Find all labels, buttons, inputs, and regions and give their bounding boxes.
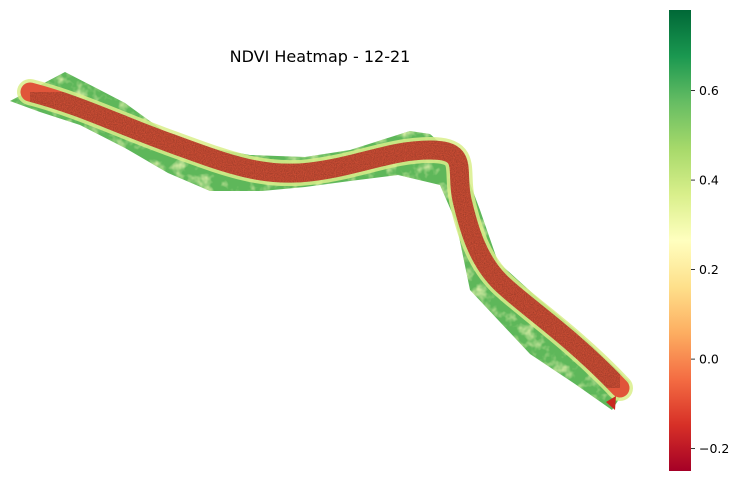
river-channel-texture [20,82,630,398]
colorbar-tick-label: −0.2 [699,441,729,456]
chart-title: NDVI Heatmap - 12-21 [230,47,411,66]
colorbar-tick-label: 0.6 [699,83,719,98]
colorbar: −0.2 0.0 0.2 0.4 0.6 [669,10,729,471]
colorbar-tick-label: 0.0 [699,352,719,367]
channel-tail [606,396,616,410]
colorbar-tick-label: 0.2 [699,262,719,277]
colorbar-ticks: −0.2 0.0 0.2 0.4 0.6 [691,83,729,456]
riverbank-patches [10,72,630,410]
colorbar-gradient-bar [669,10,691,471]
colorbar-tick-label: 0.4 [699,173,719,188]
heatmap-raster [10,72,633,410]
